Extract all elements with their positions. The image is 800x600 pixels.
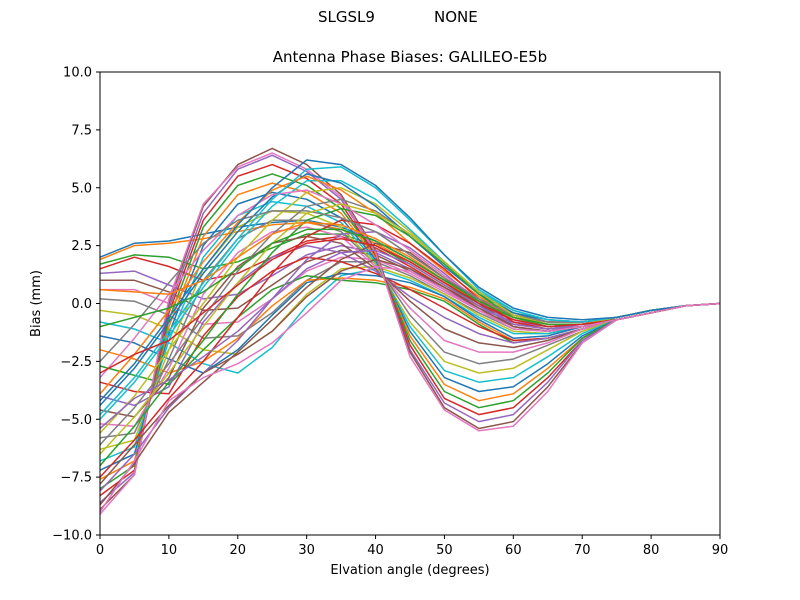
y-tick-label: −5.0 — [60, 413, 92, 428]
y-axis-ticks: −10.0 −7.5 −5.0 −2.5 0.0 2.5 5.0 7.5 10.0 — [52, 66, 100, 544]
x-axis-label: Elvation angle (degrees) — [330, 563, 489, 578]
x-tick-label: 70 — [574, 543, 591, 558]
series-lines — [99, 147, 721, 515]
x-tick-label: 20 — [230, 543, 247, 558]
figure-suptitle: SLGSL9 NONE — [0, 8, 800, 30]
series-line-29 — [99, 187, 721, 434]
x-tick-label: 0 — [96, 543, 104, 558]
y-tick-label: 2.5 — [71, 239, 92, 254]
x-tick-label: 10 — [161, 543, 178, 558]
station-name: SLGSL9 — [318, 8, 375, 26]
x-tick-label: 50 — [436, 543, 453, 558]
y-tick-label: 10.0 — [63, 66, 92, 81]
y-tick-label: −10.0 — [52, 529, 92, 544]
y-tick-label: −2.5 — [60, 355, 92, 370]
series-line-41 — [99, 159, 721, 402]
series-line-47 — [99, 265, 721, 513]
y-axis-label: Bias (mm) — [29, 270, 44, 337]
y-tick-label: −7.5 — [60, 471, 92, 486]
x-tick-label: 30 — [298, 543, 315, 558]
x-tick-label: 90 — [712, 543, 729, 558]
chart-title: Antenna Phase Biases: GALILEO-E5b — [272, 48, 548, 66]
x-tick-label: 80 — [643, 543, 660, 558]
series-line-27 — [99, 152, 721, 515]
series-line-40 — [99, 166, 721, 416]
x-tick-label: 40 — [367, 543, 384, 558]
x-tick-label: 60 — [505, 543, 522, 558]
y-tick-label: 7.5 — [71, 123, 92, 138]
x-axis-ticks: 0 10 20 30 40 50 60 70 80 90 — [96, 535, 728, 558]
y-tick-label: 0.0 — [71, 297, 92, 312]
y-tick-label: 5.0 — [71, 181, 92, 196]
radome-name: NONE — [434, 8, 478, 26]
